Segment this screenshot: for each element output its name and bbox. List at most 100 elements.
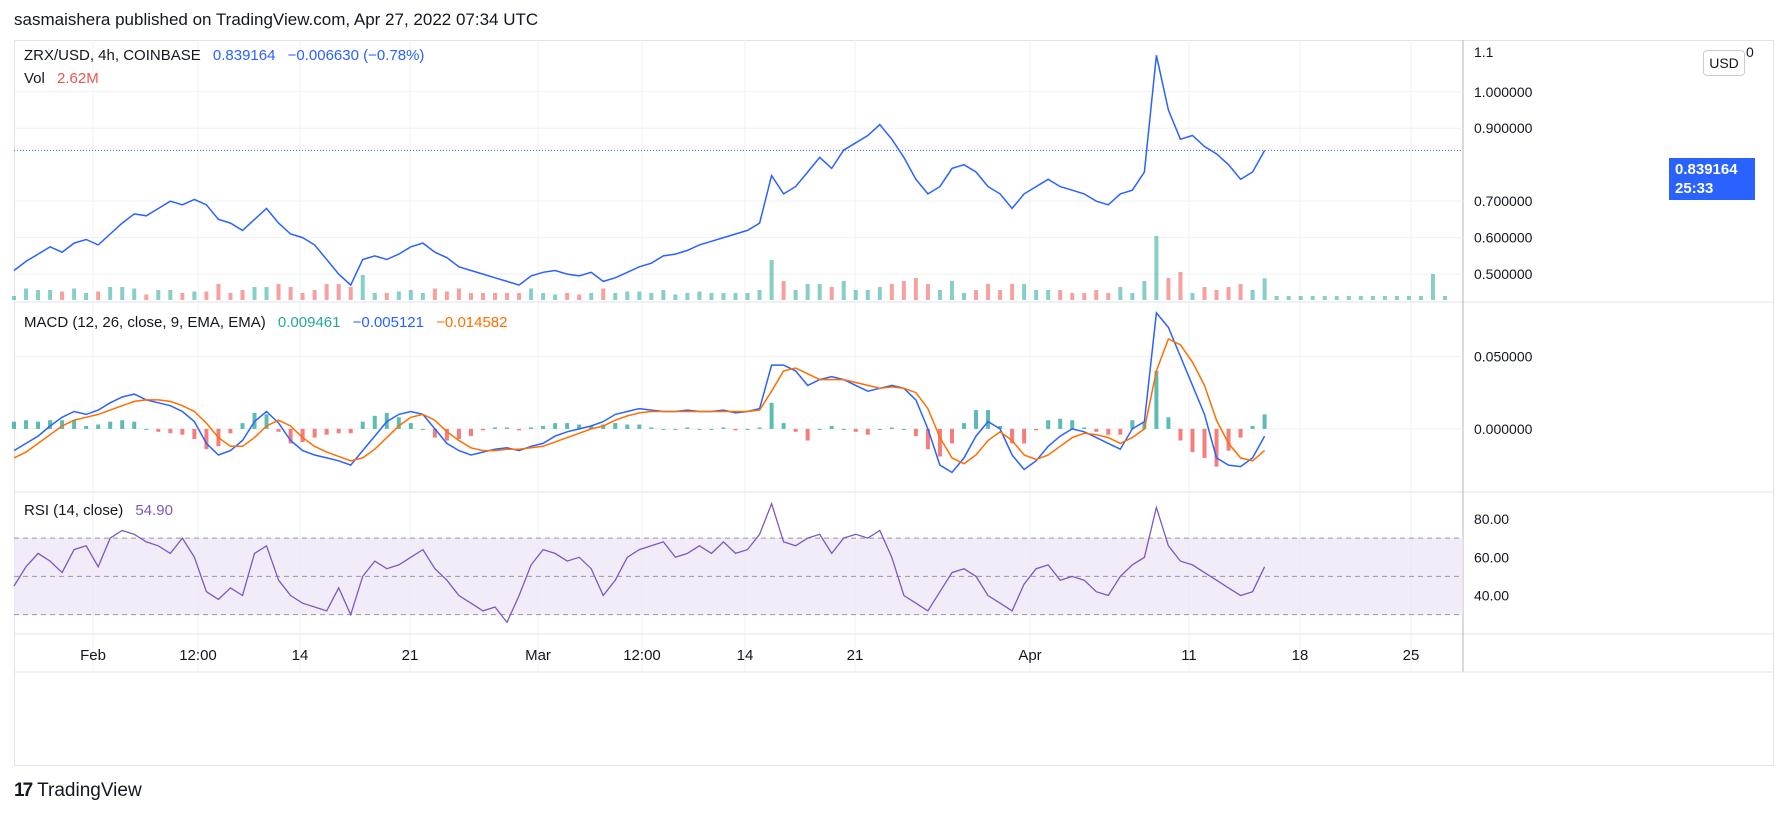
macd-value: −0.005121	[352, 314, 424, 331]
x-tick-label: 18	[1292, 647, 1309, 664]
volume-bar	[565, 293, 570, 300]
volume-bar	[84, 293, 89, 300]
macd-histogram-bar	[204, 428, 209, 450]
volume-bar	[901, 281, 906, 300]
macd-histogram-bar	[1130, 420, 1135, 429]
macd-histogram-bar	[613, 423, 618, 429]
y-tick-label: 60.00	[1474, 549, 1509, 565]
macd-histogram-bar	[108, 421, 113, 429]
y-tick-label: 0.600000	[1474, 230, 1533, 246]
x-tick-label: 21	[847, 647, 864, 664]
rsi-line	[13, 501, 1266, 624]
rsi-value: 54.90	[135, 502, 173, 519]
volume-bar	[408, 290, 413, 300]
volume-bar	[1130, 293, 1135, 300]
currency-button[interactable]: USD	[1703, 50, 1745, 76]
macd-histogram-bar	[637, 424, 642, 429]
volume-bar	[553, 294, 558, 300]
volume-bar	[396, 291, 401, 300]
volume-bar	[1178, 272, 1183, 300]
symbol-label[interactable]: ZRX/USD, 4h, COINBASE	[24, 47, 201, 64]
macd-histogram-bar	[240, 423, 245, 429]
macd-histogram-bar	[1106, 428, 1111, 435]
macd-histogram-bar	[853, 428, 858, 432]
volume-bar	[1298, 296, 1303, 300]
volume-bar	[108, 287, 113, 300]
volume-bar	[1010, 284, 1015, 300]
rsi-label[interactable]: RSI (14, close)	[24, 502, 124, 519]
macd-histogram-bar	[793, 428, 798, 432]
macd-histogram-bar	[745, 428, 750, 430]
macd-histogram-bar	[673, 428, 678, 430]
macd-histogram-bar	[48, 420, 53, 429]
macd-histogram-bar	[300, 428, 305, 442]
macd-histogram-bar	[805, 428, 810, 441]
macd-histogram-bar	[192, 428, 197, 440]
volume-bar	[1046, 290, 1051, 300]
macd-histogram-bar	[505, 427, 510, 429]
volume-bar	[1058, 290, 1063, 300]
vol-value: 2.62M	[57, 70, 99, 87]
volume-bar	[613, 293, 618, 300]
volume-bar	[493, 293, 498, 300]
volume-bar	[1094, 290, 1099, 300]
macd-label[interactable]: MACD (12, 26, close, 9, EMA, EMA)	[24, 314, 266, 331]
macd-histogram-bar	[156, 428, 161, 432]
volume-bar	[865, 290, 870, 300]
volume-bar	[1226, 287, 1231, 300]
volume-bar	[228, 293, 233, 300]
x-tick-label: 11	[1181, 647, 1197, 664]
volume-bar	[456, 288, 461, 300]
volume-bar	[589, 293, 594, 300]
macd-histogram-bar	[60, 420, 65, 429]
volume-legend: Vol 2.62M	[24, 70, 107, 87]
volume-bar	[1394, 296, 1399, 300]
volume-bar	[48, 290, 53, 300]
y-tick-label: 0.700000	[1474, 193, 1533, 209]
volume-bar	[1358, 296, 1363, 300]
volume-bar	[1443, 296, 1447, 300]
signal-line	[13, 337, 1266, 465]
volume-bar	[432, 288, 437, 300]
volume-bar	[841, 281, 846, 300]
macd-histogram-bar	[1046, 420, 1051, 429]
volume-bar	[240, 290, 245, 300]
price-change: −0.006630 (−0.78%)	[287, 47, 425, 64]
macd-histogram-bar	[865, 428, 870, 435]
volume-bar	[1118, 287, 1123, 300]
volume-bar	[1406, 296, 1411, 300]
macd-histogram-bar	[288, 428, 293, 444]
volume-bar	[829, 287, 834, 300]
volume-bar	[733, 293, 738, 300]
volume-bar	[276, 284, 281, 300]
chart-container[interactable]	[14, 40, 1774, 766]
volume-bar	[468, 293, 473, 300]
volume-bar	[1370, 296, 1375, 300]
macd-histogram-bar	[541, 426, 546, 429]
x-tick-label: 21	[402, 647, 419, 664]
macd-histogram-bar	[360, 421, 365, 429]
macd-histogram-bar	[529, 427, 534, 429]
volume-bar	[769, 260, 774, 300]
macd-histogram-bar	[769, 402, 774, 429]
macd-histogram-bar	[480, 428, 485, 431]
volume-bar	[1154, 236, 1159, 300]
volume-bar	[925, 284, 930, 300]
y-tick-label: 1.000000	[1474, 84, 1533, 100]
volume-bar	[745, 293, 750, 300]
macd-histogram-bar	[1118, 428, 1123, 435]
publish-header: sasmaishera published on TradingView.com…	[14, 10, 539, 29]
macd-histogram-bar	[757, 427, 762, 429]
macd-histogram-bar	[998, 426, 1003, 429]
y-tick-label: 1.1	[1474, 44, 1494, 60]
macd-histogram-bar	[889, 427, 894, 429]
volume-bar	[36, 290, 41, 300]
macd-histogram-bar	[408, 423, 413, 429]
volume-bar	[1334, 296, 1339, 300]
macd-histogram-bar	[1166, 417, 1171, 429]
vol-label[interactable]: Vol	[24, 70, 45, 87]
tradingview-logo[interactable]: 17 TradingView	[14, 780, 142, 802]
macd-histogram-bar	[1058, 418, 1063, 429]
volume-bar	[505, 293, 510, 300]
